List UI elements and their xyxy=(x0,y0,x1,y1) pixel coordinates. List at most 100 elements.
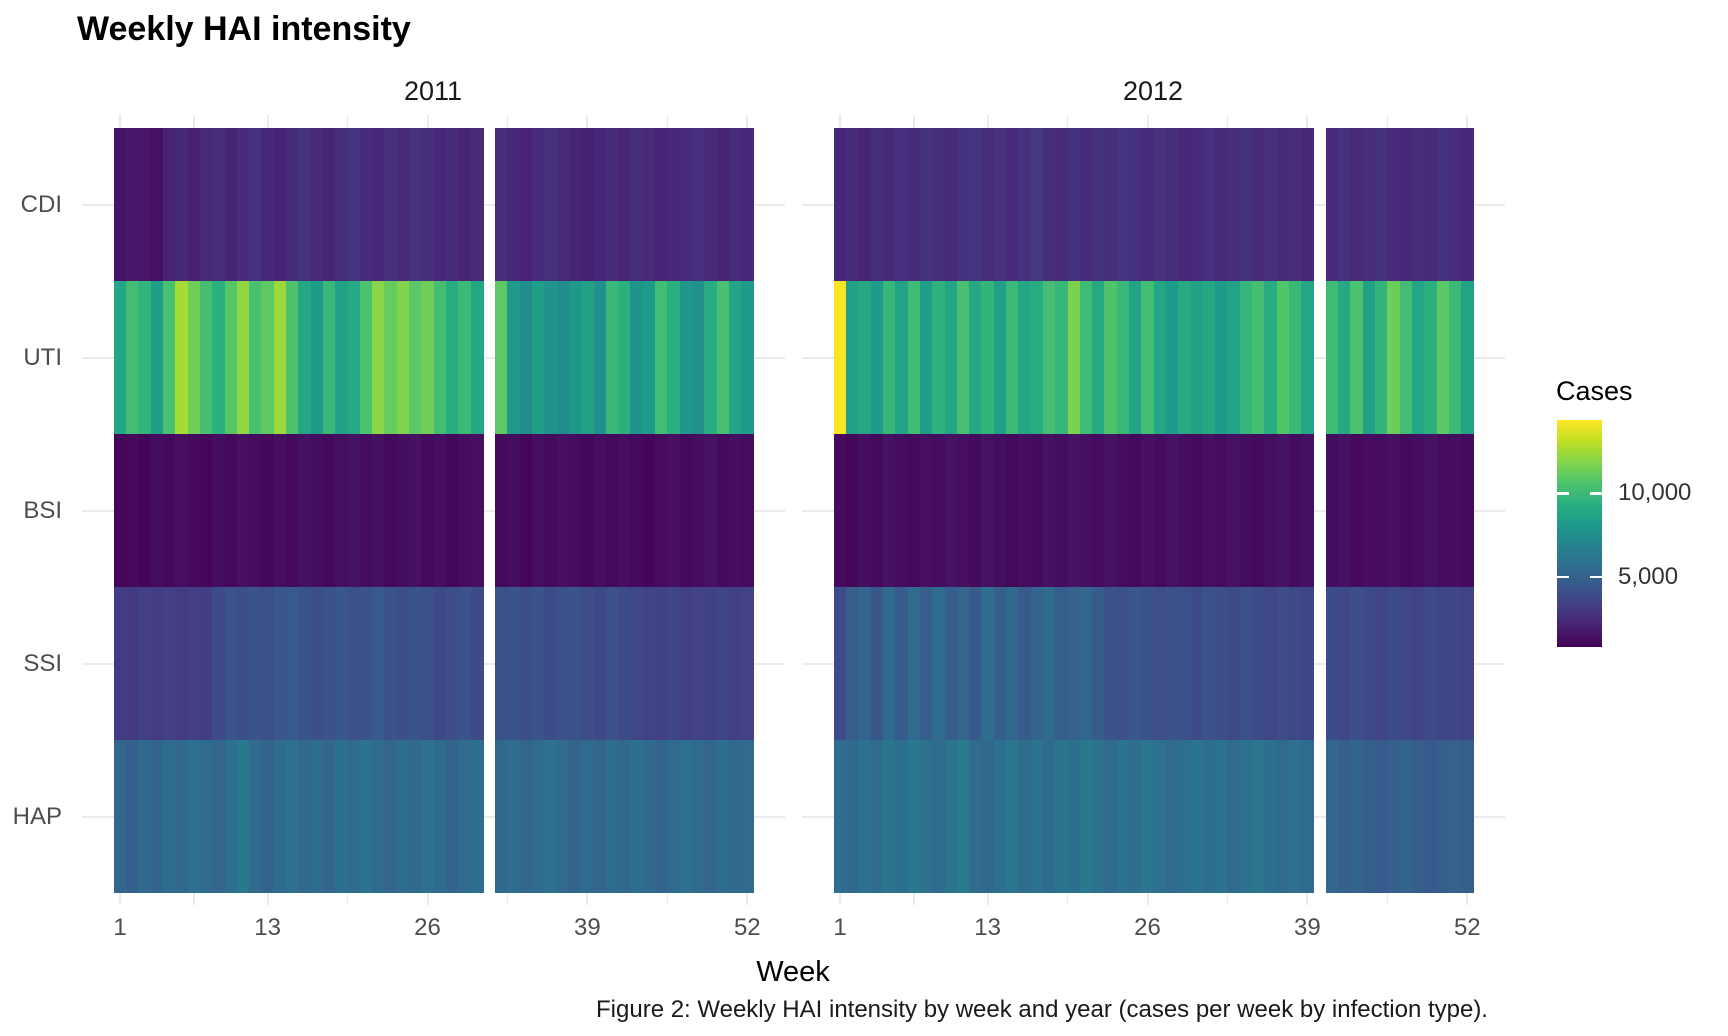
heatmap-tile xyxy=(691,281,705,434)
heatmap-tile xyxy=(993,281,1007,434)
x-tick-label: 52 xyxy=(1453,914,1481,941)
heatmap-tile xyxy=(445,740,459,893)
heatmap-tile xyxy=(310,281,324,434)
heatmap-tile xyxy=(741,740,755,893)
heatmap-tile xyxy=(126,128,140,281)
heatmap-tile xyxy=(593,740,607,893)
heatmap-tile xyxy=(1264,740,1278,893)
heatmap-tile xyxy=(322,740,336,893)
heatmap-tile xyxy=(1018,434,1032,587)
heatmap-tile xyxy=(1338,587,1352,740)
heatmap-tile xyxy=(969,281,983,434)
heatmap-tile xyxy=(1461,587,1475,740)
heatmap-tile xyxy=(932,587,946,740)
heatmap-tile xyxy=(199,434,213,587)
heatmap-tile xyxy=(126,281,140,434)
heatmap-tile xyxy=(605,740,619,893)
heatmap-tile xyxy=(1190,740,1204,893)
heatmap-tile xyxy=(261,128,275,281)
heatmap-tile xyxy=(895,587,909,740)
heatmap-tile xyxy=(1252,281,1266,434)
heatmap-tile xyxy=(212,740,226,893)
heatmap-tile xyxy=(1190,434,1204,587)
heatmap-tile xyxy=(384,128,398,281)
heatmap-tile xyxy=(1387,740,1401,893)
heatmap-panel-2012 xyxy=(802,115,1505,905)
heatmap-tile xyxy=(618,587,632,740)
heatmap-tile xyxy=(1227,587,1241,740)
heatmap-tile xyxy=(630,128,644,281)
heatmap-tile xyxy=(1436,740,1450,893)
heatmap-tile xyxy=(618,740,632,893)
heatmap-tile xyxy=(249,434,263,587)
heatmap-tile xyxy=(261,434,275,587)
legend-tick-5000 xyxy=(1557,575,1569,579)
heatmap-tile xyxy=(187,740,201,893)
heatmap-tile xyxy=(175,128,189,281)
heatmap-tile xyxy=(1424,128,1438,281)
heatmap-tile xyxy=(236,740,250,893)
heatmap-tile xyxy=(1399,740,1413,893)
heatmap-tile xyxy=(655,128,669,281)
heatmap-tile xyxy=(187,128,201,281)
heatmap-tile xyxy=(556,740,570,893)
heatmap-tile xyxy=(833,281,847,434)
heatmap-tile xyxy=(858,434,872,587)
heatmap-tile xyxy=(1092,587,1106,740)
heatmap-tile xyxy=(704,587,718,740)
heatmap-tile xyxy=(1042,587,1056,740)
heatmap-tile xyxy=(249,281,263,434)
heatmap-tile xyxy=(1116,587,1130,740)
heatmap-tile xyxy=(322,281,336,434)
heatmap-tile xyxy=(433,128,447,281)
heatmap-tile xyxy=(347,128,361,281)
heatmap-tile xyxy=(883,740,897,893)
heatmap-tile xyxy=(212,587,226,740)
heatmap-tile xyxy=(907,434,921,587)
heatmap-tile xyxy=(870,434,884,587)
heatmap-tile xyxy=(642,128,656,281)
heatmap-tile xyxy=(944,587,958,740)
heatmap-tile xyxy=(1055,281,1069,434)
heatmap-tile xyxy=(1104,740,1118,893)
heatmap-tile xyxy=(593,281,607,434)
heatmap-tile xyxy=(273,128,287,281)
heatmap-tile xyxy=(138,281,152,434)
heatmap-tile xyxy=(1288,281,1302,434)
heatmap-tile xyxy=(1129,281,1143,434)
heatmap-tile xyxy=(1153,434,1167,587)
heatmap-tile xyxy=(556,434,570,587)
heatmap-tile xyxy=(236,587,250,740)
heatmap-tile xyxy=(347,740,361,893)
heatmap-tile xyxy=(163,434,177,587)
heatmap-tile xyxy=(335,434,349,587)
heatmap-tile xyxy=(581,434,595,587)
heatmap-tile xyxy=(605,434,619,587)
heatmap-tile xyxy=(445,434,459,587)
heatmap-tile xyxy=(833,740,847,893)
heatmap-tile xyxy=(691,434,705,587)
heatmap-tile xyxy=(433,587,447,740)
heatmap-tile xyxy=(532,740,546,893)
heatmap-tile xyxy=(679,587,693,740)
x-tick-label: 26 xyxy=(414,914,441,941)
x-tick-label: 13 xyxy=(254,914,281,941)
heatmap-tile xyxy=(691,740,705,893)
heatmap-tile xyxy=(1153,740,1167,893)
heatmap-tile xyxy=(919,587,933,740)
heatmap-tile xyxy=(1215,128,1229,281)
x-tick-label: 1 xyxy=(833,914,847,941)
heatmap-tile xyxy=(126,434,140,587)
heatmap-tile xyxy=(1018,128,1032,281)
heatmap-tile xyxy=(932,740,946,893)
legend-tick-5000 xyxy=(1590,575,1602,579)
heatmap-tile xyxy=(1436,128,1450,281)
heatmap-tile xyxy=(993,740,1007,893)
heatmap-tile xyxy=(1325,587,1339,740)
heatmap-tile xyxy=(956,128,970,281)
heatmap-tile xyxy=(187,281,201,434)
heatmap-tile xyxy=(1079,740,1093,893)
heatmap-tile xyxy=(1141,128,1155,281)
heatmap-tile xyxy=(532,587,546,740)
heatmap-tile xyxy=(1276,740,1290,893)
